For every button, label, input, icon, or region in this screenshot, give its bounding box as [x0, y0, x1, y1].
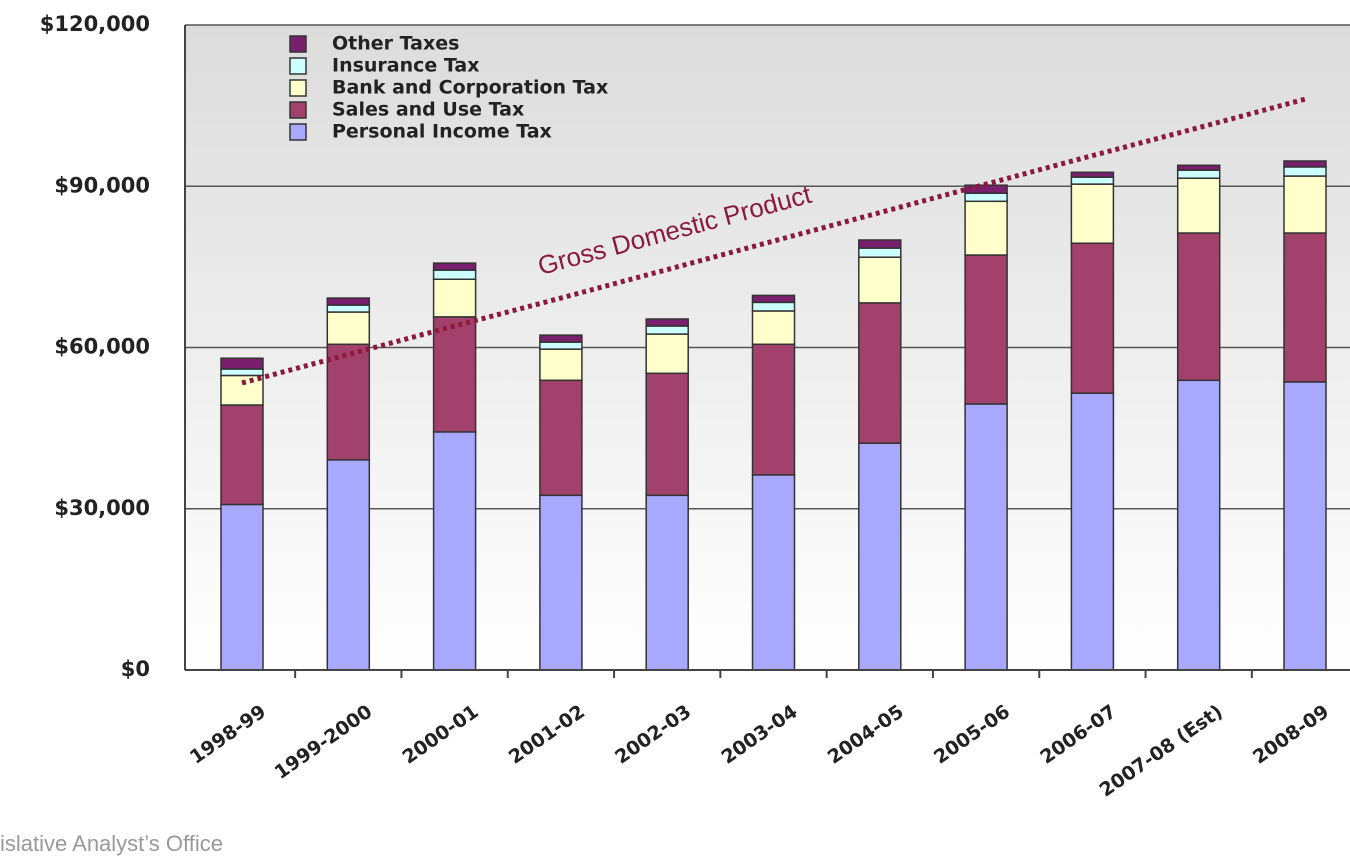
bar-segment — [964, 200, 1008, 256]
bar-segment — [751, 294, 796, 304]
bar-segment — [539, 348, 583, 382]
bar-segment — [432, 278, 477, 318]
bar-segment — [326, 304, 371, 313]
legend-swatch — [289, 101, 307, 119]
legend-swatch — [289, 79, 307, 97]
y-tick-label: $120,000 — [40, 12, 150, 36]
bar-segment — [432, 262, 477, 271]
legend-label: Other Taxes — [332, 33, 459, 55]
bar-segment — [964, 192, 1008, 203]
bar-segment — [326, 297, 371, 306]
bar-segment — [1283, 160, 1327, 168]
bar-segment — [751, 474, 796, 671]
bar-segment — [539, 341, 583, 350]
bar-segment — [432, 269, 477, 280]
x-tick-label: 2002-03 — [611, 701, 695, 769]
legend-label: Personal Income Tax — [332, 121, 552, 143]
bar-segment — [751, 343, 796, 476]
x-tick-label: 2008-09 — [1249, 701, 1333, 769]
bar-segment — [1070, 242, 1115, 394]
bar-segment — [1070, 171, 1115, 178]
bar-segment — [858, 256, 902, 304]
x-tick-label: 2005-06 — [930, 701, 1014, 769]
bar-segment — [1176, 177, 1221, 234]
legend-swatch — [289, 123, 307, 141]
bar-segment — [1176, 164, 1221, 171]
bar-segment — [432, 431, 477, 671]
bar-segment — [326, 343, 371, 461]
bar-segment — [1283, 232, 1327, 383]
bar-segment — [858, 442, 902, 671]
bar-segment — [326, 311, 371, 346]
bar-segment — [432, 316, 477, 433]
bar-segment — [220, 368, 264, 377]
bar-segment — [1283, 166, 1327, 177]
bar-segment — [539, 379, 583, 497]
bar-segment — [1283, 175, 1327, 234]
x-tick-label: 1998-99 — [186, 701, 270, 769]
bar-segment — [645, 494, 689, 671]
legend-label: Insurance Tax — [332, 55, 480, 77]
x-tick-label: 2006-07 — [1036, 701, 1120, 769]
bar-segment — [539, 334, 583, 343]
bar-segment — [220, 374, 264, 406]
bar-segment — [1070, 183, 1115, 244]
bar-segment — [645, 325, 689, 335]
bar-segment — [751, 310, 796, 346]
legend-swatch — [289, 35, 307, 53]
x-tick-label: 2004-05 — [824, 701, 908, 769]
bar-segment — [1070, 176, 1115, 185]
y-tick-label: $90,000 — [54, 173, 150, 197]
bar-segment — [751, 301, 796, 312]
bar-segment — [858, 239, 902, 249]
footer: islative Analyst’s Office — [0, 831, 223, 856]
bar-segment — [1070, 392, 1115, 671]
bar-segment — [858, 247, 902, 258]
legend-swatch — [289, 57, 307, 75]
bar-segment — [220, 404, 264, 506]
bar-segment — [964, 254, 1008, 405]
y-tick-label: $0 — [121, 657, 150, 681]
bar-segment — [645, 372, 689, 497]
legend-label: Sales and Use Tax — [332, 99, 524, 121]
x-tick-label: 2001-02 — [505, 701, 589, 769]
x-tick-label: 2000-01 — [399, 701, 483, 769]
bar-segment — [1176, 169, 1221, 179]
bar-segment — [326, 459, 371, 671]
bar-segment — [645, 318, 689, 327]
bar-segment — [220, 503, 264, 671]
bar-segment — [1176, 379, 1221, 671]
y-tick-label: $60,000 — [54, 335, 150, 359]
bar-segment — [645, 333, 689, 375]
legend-label: Bank and Corporation Tax — [332, 77, 608, 99]
bar-segment — [858, 302, 902, 444]
bar-segment — [539, 494, 583, 671]
bar-segment — [220, 357, 264, 370]
y-tick-label: $30,000 — [54, 496, 150, 520]
bar-segment — [1283, 381, 1327, 671]
x-tick-label: 2003-04 — [717, 701, 801, 769]
bar-segment — [1176, 232, 1221, 382]
bar-segment — [964, 403, 1008, 671]
x-tick-label: 1999-2000 — [271, 701, 377, 784]
